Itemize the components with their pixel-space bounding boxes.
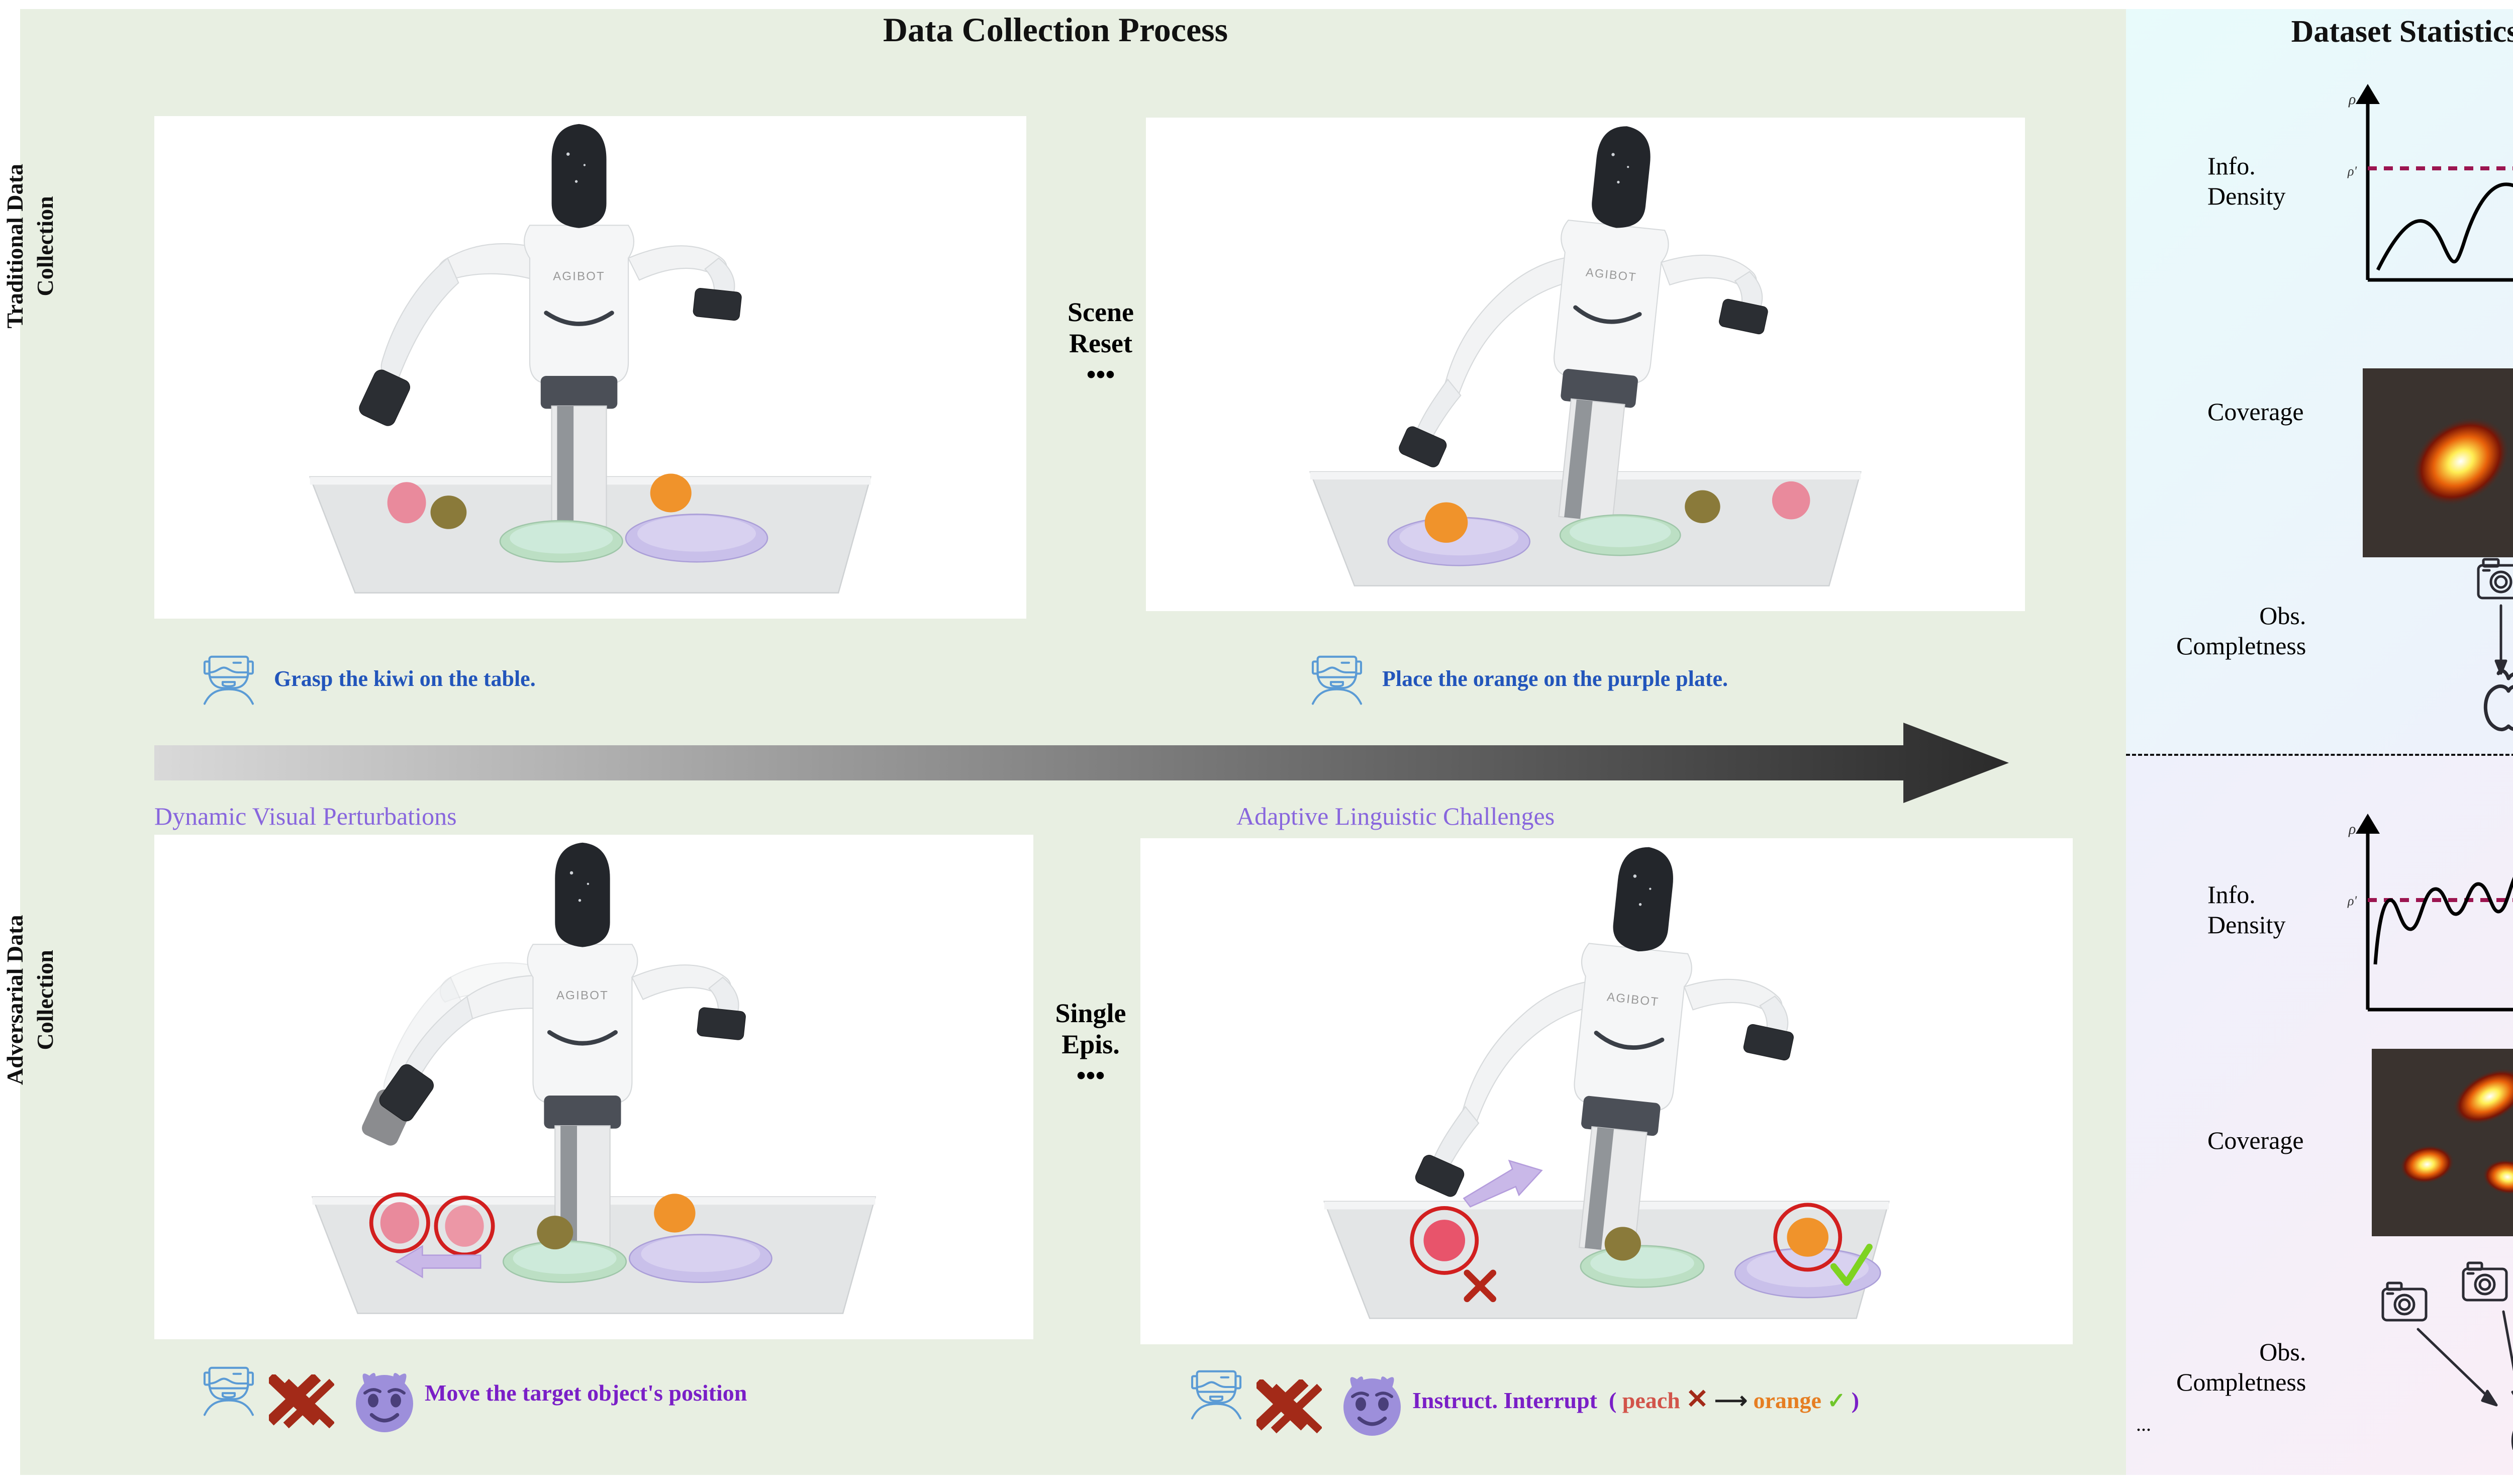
svg-text:AGIBOT: AGIBOT (553, 269, 605, 283)
svg-text:ρ: ρ (2348, 821, 2356, 837)
svg-text:ρ': ρ' (2347, 164, 2357, 178)
svg-text:ρ': ρ' (2347, 894, 2357, 908)
svg-text:ρ: ρ (2348, 91, 2356, 108)
svg-text:AGIBOT: AGIBOT (556, 989, 609, 1003)
